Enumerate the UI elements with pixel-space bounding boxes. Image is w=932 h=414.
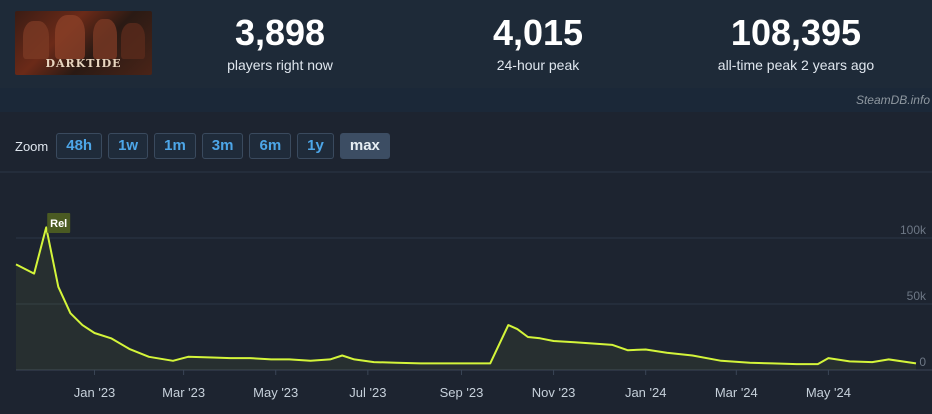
game-logo: DARKTIDE xyxy=(45,57,122,70)
x-tick-label: Sep '23 xyxy=(440,385,484,400)
x-tick-label: Jul '23 xyxy=(349,385,386,400)
stat-value: 3,898 xyxy=(234,12,326,53)
zoom-6m-button[interactable]: 6m xyxy=(249,133,292,159)
x-tick-label: Mar '23 xyxy=(162,385,205,400)
stat-players-now: 3,898 players right now xyxy=(185,12,375,74)
steamdb-watermark: SteamDB.info xyxy=(855,93,930,107)
zoom-max-button[interactable]: max xyxy=(339,133,390,159)
x-tick-label: May '23 xyxy=(253,385,298,400)
zoom-1y-button[interactable]: 1y xyxy=(297,133,334,159)
y-tick-label: 50k xyxy=(907,289,927,303)
x-tick-label: Mar '24 xyxy=(715,385,758,400)
stat-all-time-peak: 108,395 all-time peak 2 years ago xyxy=(686,12,906,74)
release-marker-label: Rel xyxy=(50,218,67,230)
zoom-3m-button[interactable]: 3m xyxy=(201,133,244,159)
game-cover-image[interactable]: DARKTIDE xyxy=(15,11,152,75)
zoom-label: Zoom xyxy=(15,138,49,154)
stat-label: 24-hour peak xyxy=(496,57,580,73)
y-axis-ticks: 100k 50k 0 xyxy=(900,223,927,369)
release-marker xyxy=(47,213,71,233)
x-tick-label: Nov '23 xyxy=(532,385,576,400)
x-tick-label: Jan '23 xyxy=(74,385,116,400)
series-area xyxy=(16,227,916,370)
x-tick-label: Jan '24 xyxy=(625,385,667,400)
stat-label: all-time peak 2 years ago xyxy=(717,57,875,73)
zoom-1w-button[interactable]: 1w xyxy=(108,133,149,159)
x-axis-ticks: Jan '23 Mar '23 May '23 Jul '23 Sep '23 Nov '… xyxy=(74,370,851,400)
stat-value: 4,015 xyxy=(492,12,584,53)
stat-value: 108,395 xyxy=(730,12,862,53)
series-line xyxy=(15,226,917,366)
stats-header: DARKTIDE 3,898 players right now 4,015 2… xyxy=(0,0,932,88)
zoom-1m-button[interactable]: 1m xyxy=(154,133,196,159)
chart-grid xyxy=(0,171,932,371)
stat-label: players right now xyxy=(227,57,333,73)
zoom-48h-button[interactable]: 48h xyxy=(56,133,103,159)
y-tick-label: 0 xyxy=(919,355,926,369)
x-tick-label: May '24 xyxy=(806,385,851,400)
release-annotation: Rel xyxy=(47,213,71,233)
stat-24h-peak: 4,015 24-hour peak xyxy=(443,12,633,74)
y-tick-label: 100k xyxy=(900,223,927,237)
zoom-controls: Zoom 48h 1w 1m 3m 6m 1y max xyxy=(15,132,396,160)
